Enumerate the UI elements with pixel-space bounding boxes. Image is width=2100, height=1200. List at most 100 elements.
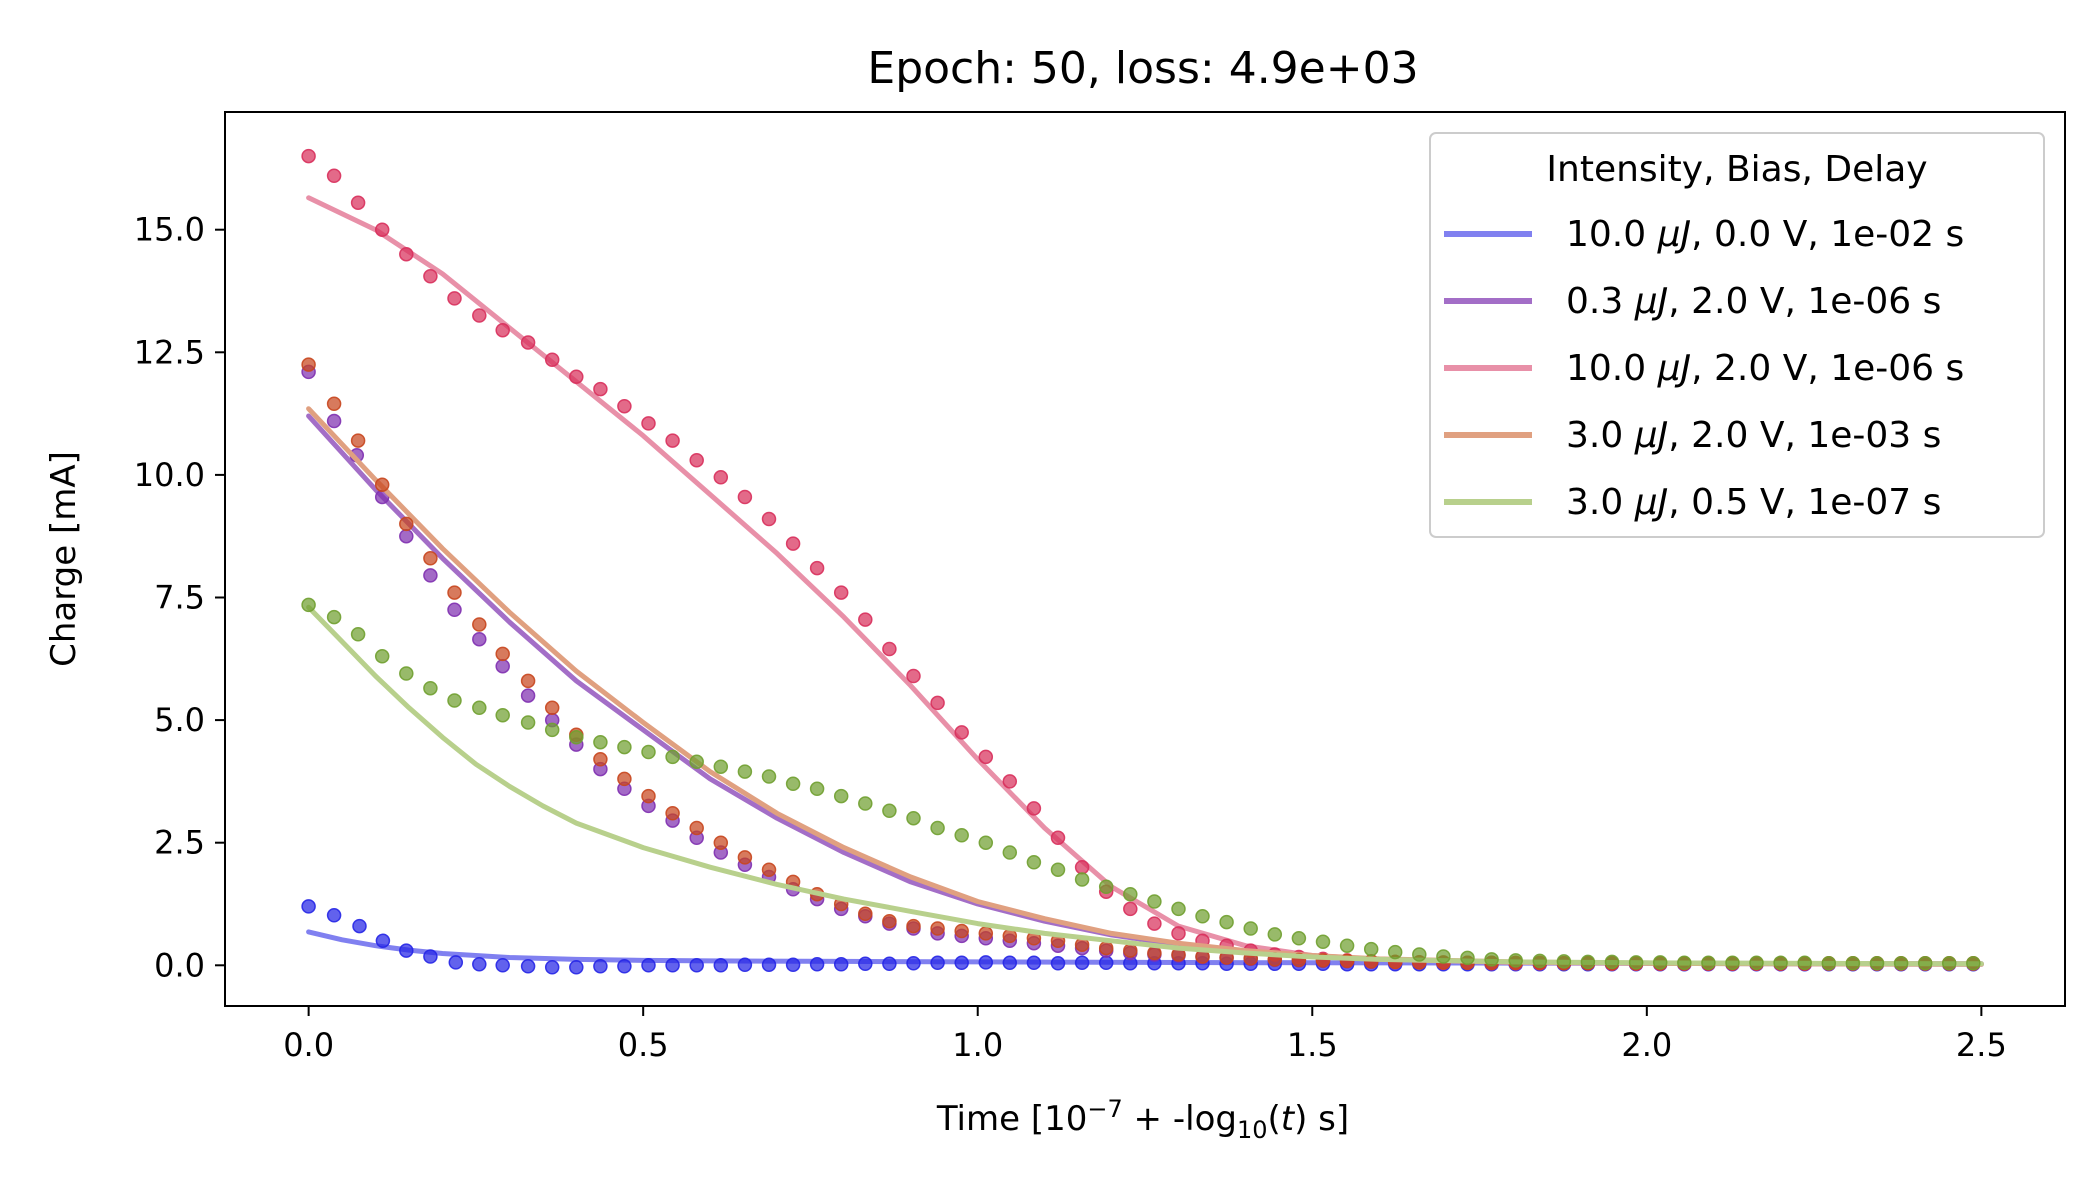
series-2-data-point [1050, 830, 1066, 846]
legend-entry: 10.0 μJ, 2.0 V, 1e-06 s [1444, 348, 1964, 389]
series-2-data-point [809, 560, 825, 576]
series-3-data-point [399, 516, 414, 532]
series-4-data-point [1652, 955, 1668, 970]
x-axis-label-open: ( [1268, 1099, 1281, 1139]
series-4-data-point [1171, 901, 1186, 917]
series-0-data-point [352, 918, 367, 934]
y-tick-label: 0.0 [154, 946, 205, 984]
series-4-data-point [1893, 956, 1909, 971]
x-axis: 0.0 0.5 1.0 1.5 2.0 2.5 [283, 1006, 2007, 1064]
series-4-data-point [301, 597, 316, 613]
series-0-data-point [544, 960, 560, 975]
series-0-data-point [301, 899, 316, 914]
series-4-data-point [1147, 894, 1162, 909]
y-axis-label: Charge [mA] [44, 451, 84, 667]
series-2-data-point [954, 725, 969, 740]
series-4-data-point [833, 788, 849, 804]
x-tick-label: 0.5 [618, 1026, 669, 1064]
series-2-data-point [520, 335, 536, 350]
series-3-data-point [301, 357, 316, 372]
series-2-data-point [399, 246, 414, 262]
series-4-data-point [1484, 952, 1499, 967]
series-0-data-point [1098, 955, 1114, 971]
series-2-data-point [326, 168, 342, 184]
legend-box [1429, 132, 2045, 538]
series-0-data-point [713, 958, 729, 973]
series-4-data-point [1460, 950, 1475, 966]
series-2-data-point [1074, 859, 1090, 875]
series-4-data-point [520, 715, 536, 730]
series-3-data-point [423, 551, 438, 566]
series-0-data-point [569, 960, 584, 975]
series-2-data-point [833, 585, 849, 600]
series-4-data-point [374, 649, 390, 664]
series-0-data-point [1050, 956, 1066, 971]
series-0-data-point [930, 955, 945, 971]
series-4-data-point [544, 722, 560, 738]
series-0-data-point [423, 949, 438, 964]
series-4-fit-line [306, 604, 1984, 967]
series-4-data-point [930, 820, 945, 836]
y-tick-label: 7.5 [154, 578, 205, 616]
series-4-data-point [1508, 953, 1523, 968]
series-4-data-point [1026, 855, 1042, 870]
legend-label: 10.0 μJ, 0.0 V, 1e-02 s [1566, 214, 1964, 255]
series-0-data-point [858, 956, 873, 972]
series-0-data-point [520, 959, 536, 974]
series-0-data-point [375, 933, 391, 949]
series-2-data-point [689, 452, 704, 468]
series-4-data-point [1387, 944, 1403, 960]
legend-entry: 10.0 μJ, 0.0 V, 1e-02 s [1444, 214, 1964, 255]
series-3-data-point [906, 918, 921, 934]
series-0-data-point [326, 908, 342, 923]
series-2-data-point [1002, 774, 1018, 789]
series-2-data-point [665, 433, 680, 448]
series-4-data-point [1267, 927, 1283, 942]
x-tick-label: 1.0 [952, 1026, 1003, 1064]
series-4-data-point [569, 730, 584, 745]
series-2-data-point [350, 195, 366, 210]
series-3-data-point [978, 926, 994, 941]
series-3-data-point [930, 921, 945, 936]
series-3-data-point [689, 820, 704, 836]
series-3-data-point [1098, 940, 1114, 956]
series-4-data-point [1243, 921, 1258, 936]
series-3-data-point [544, 700, 560, 716]
series-1-data-point [326, 413, 342, 429]
series-4-data-point [713, 759, 729, 774]
x-axis-label-variable: t [1281, 1099, 1296, 1139]
series-3-data-point [761, 862, 777, 877]
x-axis-label-subscript: 10 [1237, 1116, 1268, 1144]
series-4-data-point [350, 627, 366, 642]
series-2-data-point [978, 749, 994, 765]
series-0-data-point [448, 955, 464, 970]
series-4-data-point [1291, 931, 1307, 946]
series-4-data-point [1821, 956, 1837, 971]
series-3-data-point [1123, 943, 1138, 958]
series-3-data-point [713, 835, 729, 850]
legend-label: 3.0 μJ, 0.5 V, 1e-07 s [1566, 482, 1941, 523]
series-4-data-point [1604, 954, 1620, 970]
series-4-data-point [1677, 955, 1692, 971]
legend-label: 0.3 μJ, 2.0 V, 1e-06 s [1566, 281, 1941, 322]
series-4-data-point [1845, 956, 1861, 971]
series-2-data-point [785, 536, 801, 551]
series-0-data-point [399, 943, 414, 958]
series-4-data-point [665, 749, 680, 765]
series-0-data-point [882, 956, 897, 972]
series-0-data-point [617, 959, 632, 974]
series-4-data-point [1436, 949, 1451, 964]
series-3-data-point [882, 913, 897, 929]
series-2-data-point [906, 668, 921, 684]
series-2-data-point [593, 381, 608, 397]
series-3-data-point [447, 585, 462, 600]
series-1-data-point [447, 602, 462, 618]
series-2-data-point [930, 695, 945, 711]
series-4-data-point [1002, 845, 1018, 860]
series-2-data-point [472, 308, 487, 323]
series-2-data-point [1026, 801, 1042, 816]
series-4-data-point [906, 810, 921, 826]
x-axis-label: Time [10−7 + -log10(t) s] [936, 1095, 1349, 1144]
series-4-data-point [1749, 955, 1764, 971]
series-2-data-point [495, 322, 510, 338]
